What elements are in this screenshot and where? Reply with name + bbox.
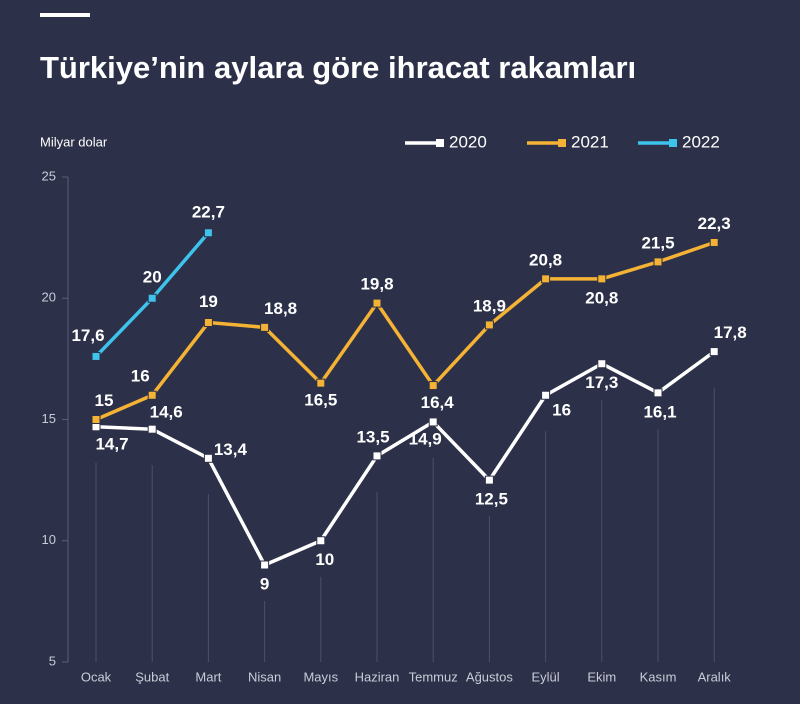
y-tick-label: 5: [49, 653, 56, 668]
y-tick-label: 20: [42, 290, 56, 305]
point: [541, 274, 551, 284]
data-label: 18,9: [473, 296, 506, 315]
point: [260, 322, 270, 332]
data-label: 17,3: [585, 373, 618, 392]
point: [203, 228, 213, 238]
decor-bar: [40, 13, 90, 17]
x-tick-label: Mayıs: [303, 669, 338, 684]
point: [147, 424, 157, 434]
data-label: 14,7: [95, 434, 128, 453]
series-line: [95, 350, 716, 567]
legend-label: 2022: [682, 132, 720, 151]
data-label: 14,6: [150, 403, 183, 422]
point: [653, 388, 663, 398]
data-label: 16,4: [421, 393, 455, 412]
point: [597, 274, 607, 284]
legend-marker: [558, 139, 566, 147]
data-label: 22,7: [192, 202, 225, 221]
data-label: 16,1: [643, 402, 676, 421]
y-tick-label: 25: [42, 168, 56, 183]
y-axis-label: Milyar dolar: [40, 134, 108, 149]
x-tick-label: Kasım: [640, 669, 677, 684]
data-label: 20,8: [529, 250, 562, 269]
chart-title: Türkiye’nin aylara göre ihracat rakamlar…: [40, 50, 636, 85]
legend-marker: [669, 139, 677, 147]
data-label: 17,6: [71, 326, 104, 345]
legend-marker: [436, 139, 444, 147]
x-tick-label: Temmuz: [409, 669, 458, 684]
point: [428, 417, 438, 427]
x-tick-label: Ekim: [587, 669, 616, 684]
data-label: 16: [552, 401, 571, 420]
point: [316, 536, 326, 546]
data-label: 21,5: [641, 233, 674, 252]
data-label: 13,4: [214, 440, 248, 459]
point: [91, 351, 101, 361]
legend-label: 2021: [571, 132, 609, 151]
data-label: 16,5: [304, 391, 337, 410]
data-label: 20: [143, 268, 162, 287]
point: [372, 298, 382, 308]
point: [709, 347, 719, 357]
data-label: 15: [95, 391, 114, 410]
y-tick-label: 15: [42, 411, 56, 426]
series-line: [95, 240, 715, 422]
legend-label: 2020: [449, 132, 487, 151]
data-label: 10: [315, 550, 334, 569]
x-tick-label: Mart: [195, 669, 221, 684]
data-label: 16: [131, 367, 150, 386]
data-label: 18,8: [264, 299, 297, 318]
data-label: 9: [260, 574, 269, 593]
point: [484, 320, 494, 330]
x-tick-label: Ağustos: [466, 669, 513, 684]
x-tick-label: Ocak: [81, 669, 112, 684]
point: [372, 451, 382, 461]
x-tick-label: Nisan: [248, 669, 281, 684]
data-label: 14,9: [409, 429, 442, 448]
data-label: 13,5: [356, 427, 389, 446]
point: [653, 257, 663, 267]
point: [203, 318, 213, 327]
y-tick-label: 10: [42, 532, 56, 547]
data-label: 20,8: [585, 288, 618, 307]
point: [597, 359, 607, 369]
data-label: 19,8: [360, 275, 393, 294]
point: [147, 390, 157, 400]
x-tick-label: Eylül: [532, 669, 560, 684]
data-label: 22,3: [698, 214, 731, 233]
point: [541, 390, 551, 400]
x-tick-label: Şubat: [135, 669, 169, 684]
point: [428, 381, 438, 391]
data-label: 12,5: [475, 490, 508, 509]
x-tick-label: Haziran: [355, 669, 400, 684]
data-label: 19: [199, 292, 218, 311]
point: [709, 237, 719, 247]
point: [91, 415, 101, 424]
point: [484, 475, 494, 485]
point: [260, 560, 270, 570]
point: [203, 453, 213, 463]
x-tick-label: Aralık: [698, 669, 732, 684]
point: [316, 378, 326, 388]
data-label: 17,8: [714, 323, 747, 342]
point: [147, 293, 157, 303]
